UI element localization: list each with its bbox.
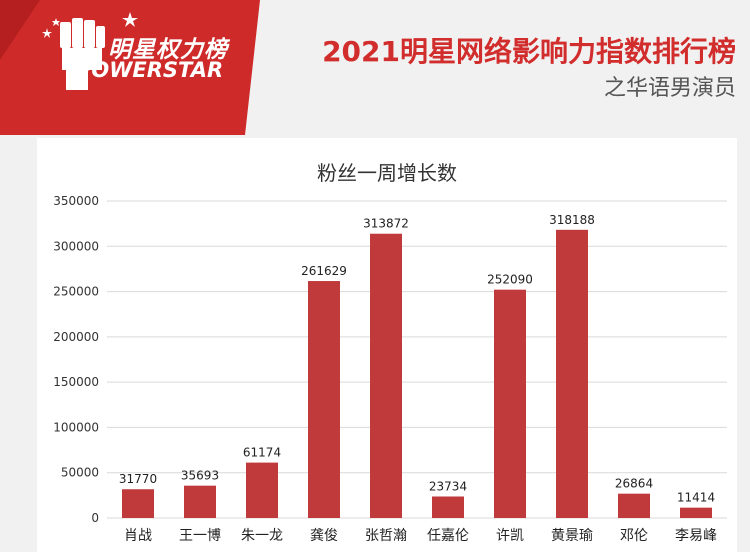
y-tick-label: 100000	[53, 420, 99, 434]
y-tick-label: 300000	[53, 239, 99, 253]
x-tick-label: 邓伦	[620, 528, 648, 544]
page-subtitle: 之华语男演员	[603, 76, 736, 101]
bar	[370, 233, 402, 518]
y-tick-label: 0	[91, 511, 99, 525]
x-tick-label: 许凯	[496, 528, 524, 544]
data-label: 252090	[487, 273, 533, 287]
x-tick-label: 黄景瑜	[551, 527, 593, 544]
bar	[618, 493, 650, 518]
x-tick-label: 朱一龙	[241, 528, 283, 544]
data-label: 31770	[119, 472, 157, 486]
x-tick-label: 龚俊	[310, 528, 338, 544]
x-tick-label: 王一博	[179, 527, 221, 544]
logo-en-text: POWERSTAR	[76, 58, 224, 82]
bar	[494, 289, 526, 518]
bar	[680, 507, 712, 518]
data-label: 35693	[181, 469, 219, 483]
chart-title: 粉丝一周增长数	[317, 161, 457, 185]
bar	[184, 485, 216, 518]
chart-panel: 粉丝一周增长数 0 50000 100000 150000 200000 250000 30…	[37, 138, 737, 552]
y-tick-label: 150000	[53, 375, 99, 389]
x-tick-label: 任嘉伦	[427, 528, 469, 544]
data-label: 61174	[243, 446, 281, 460]
page-title: 2021明星网络影响力指数排行榜	[322, 35, 736, 68]
y-tick-label: 250000	[53, 285, 99, 299]
data-label: 261629	[301, 264, 347, 278]
x-tick-label: 肖战	[124, 528, 152, 544]
data-label: 26864	[615, 477, 653, 491]
x-tick-label: 张哲瀚	[365, 528, 407, 544]
powerstar-logo: 明星权力榜 POWERSTAR	[0, 0, 280, 135]
bar-chart: 粉丝一周增长数 0 50000 100000 150000 200000 250000 30…	[53, 161, 727, 544]
logo-cn-text: 明星权力榜	[108, 37, 228, 63]
data-label: 313872	[363, 217, 409, 231]
y-tick-label: 200000	[53, 330, 99, 344]
y-tick-label: 350000	[53, 194, 99, 208]
y-tick-label: 50000	[61, 466, 99, 480]
bar	[308, 281, 340, 518]
data-label: 23734	[429, 480, 467, 494]
data-label: 11414	[677, 491, 715, 505]
bar	[556, 229, 588, 518]
bar	[246, 462, 278, 518]
bar	[432, 496, 464, 518]
x-tick-label: 李易峰	[675, 528, 717, 544]
data-label: 318188	[549, 213, 595, 227]
bar	[122, 489, 154, 518]
